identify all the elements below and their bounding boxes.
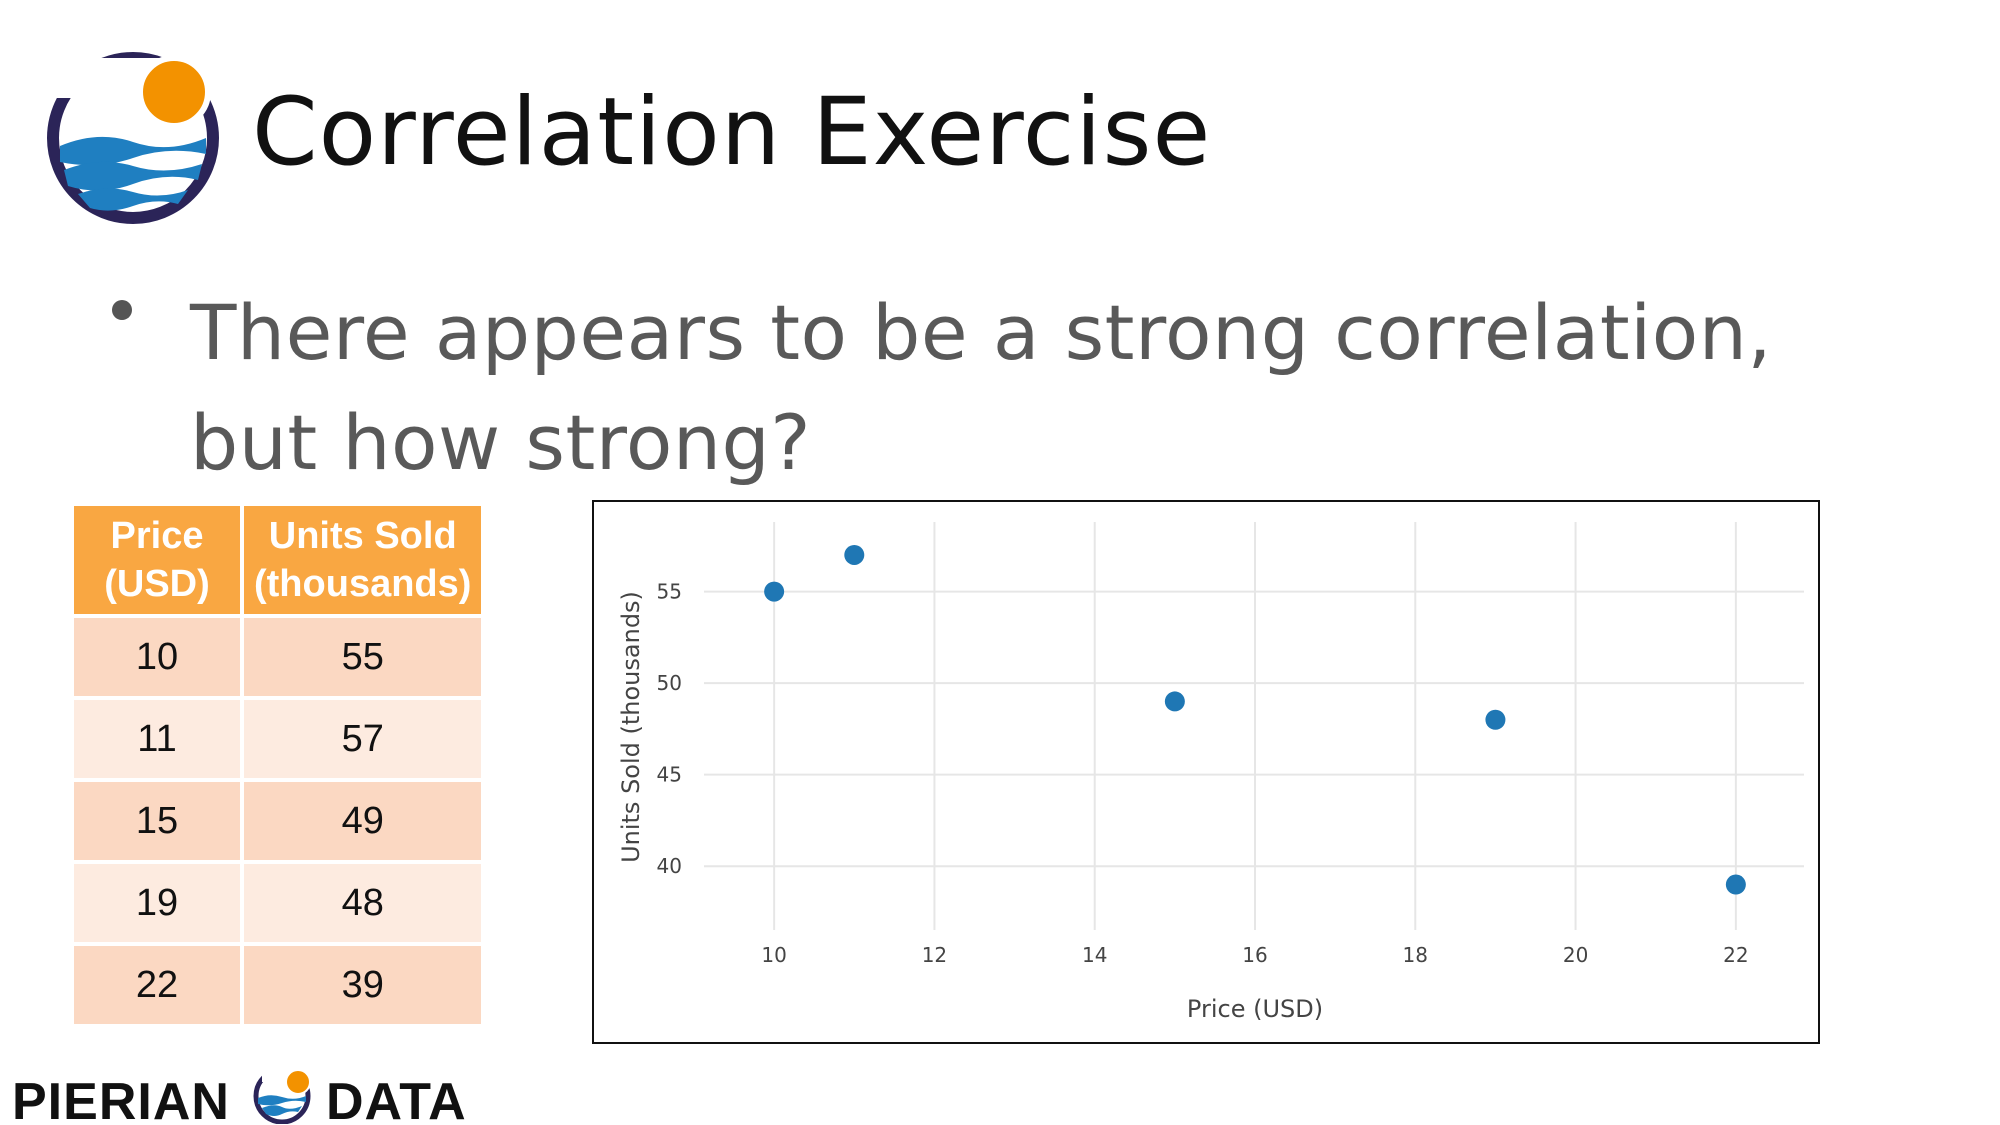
data-table: Price (USD) Units Sold (thousands) 10 55…: [70, 502, 485, 1028]
footer-logo-icon: [253, 1066, 311, 1124]
table-cell-price: 15: [74, 782, 240, 860]
footer-brand-right: DATA: [326, 1073, 467, 1125]
table-row: 11 57: [74, 700, 482, 778]
scatter-point: [844, 544, 865, 565]
x-tick-label: 18: [1403, 943, 1428, 967]
slide-title: Correlation Exercise: [252, 78, 1212, 187]
table-cell-units: 39: [244, 946, 482, 1024]
scatter-chart: 10 12 14 16 18 20 22 40 45 50 55 Price (USD) Units…: [617, 522, 1804, 1023]
table-cell-units: 48: [244, 864, 482, 942]
table-cell-units: 55: [244, 618, 482, 696]
chart-gridlines: [704, 522, 1804, 930]
x-tick-label: 16: [1242, 943, 1267, 967]
table-cell-units: 57: [244, 700, 482, 778]
table-header-row: Price (USD) Units Sold (thousands): [74, 506, 482, 614]
table-row: 19 48: [74, 864, 482, 942]
table-cell-price: 19: [74, 864, 240, 942]
scatter-point: [764, 581, 785, 602]
scatter-point: [1725, 874, 1746, 895]
footer-logo: [253, 1066, 311, 1124]
x-tick-label: 14: [1082, 943, 1107, 967]
y-tick-label: 45: [657, 763, 682, 787]
bullet-dot: [112, 300, 132, 320]
table-row: 22 39: [74, 946, 482, 1024]
y-tick-label: 40: [657, 854, 682, 878]
table-cell-price: 11: [74, 700, 240, 778]
scatter-point: [1164, 691, 1185, 712]
x-tick-label: 22: [1723, 943, 1748, 967]
x-tick-label: 20: [1563, 943, 1588, 967]
x-axis-label: Price (USD): [1187, 995, 1323, 1023]
y-tick-label: 50: [657, 671, 682, 695]
chart-points: [764, 544, 1746, 895]
table-cell-units: 49: [244, 782, 482, 860]
footer-brand-left: PIERIAN: [12, 1073, 230, 1125]
table-header-units: Units Sold (thousands): [244, 506, 482, 614]
table-row: 10 55: [74, 618, 482, 696]
x-tick-label: 10: [761, 943, 786, 967]
table-row: 15 49: [74, 782, 482, 860]
table-cell-price: 10: [74, 618, 240, 696]
y-axis-label: Units Sold (thousands): [617, 591, 645, 863]
y-tick-label: 55: [657, 580, 682, 604]
scatter-point: [1485, 709, 1506, 730]
chart-ticks: 10 12 14 16 18 20 22 40 45 50 55: [657, 580, 1749, 967]
x-tick-label: 12: [922, 943, 947, 967]
pierian-logo-icon: [47, 52, 219, 224]
scatter-chart-frame: 10 12 14 16 18 20 22 40 45 50 55 Price (USD) Units…: [592, 500, 1820, 1044]
table-cell-price: 22: [74, 946, 240, 1024]
table-header-price: Price (USD): [74, 506, 240, 614]
bullet-text: There appears to be a strong correlation…: [190, 288, 1773, 487]
